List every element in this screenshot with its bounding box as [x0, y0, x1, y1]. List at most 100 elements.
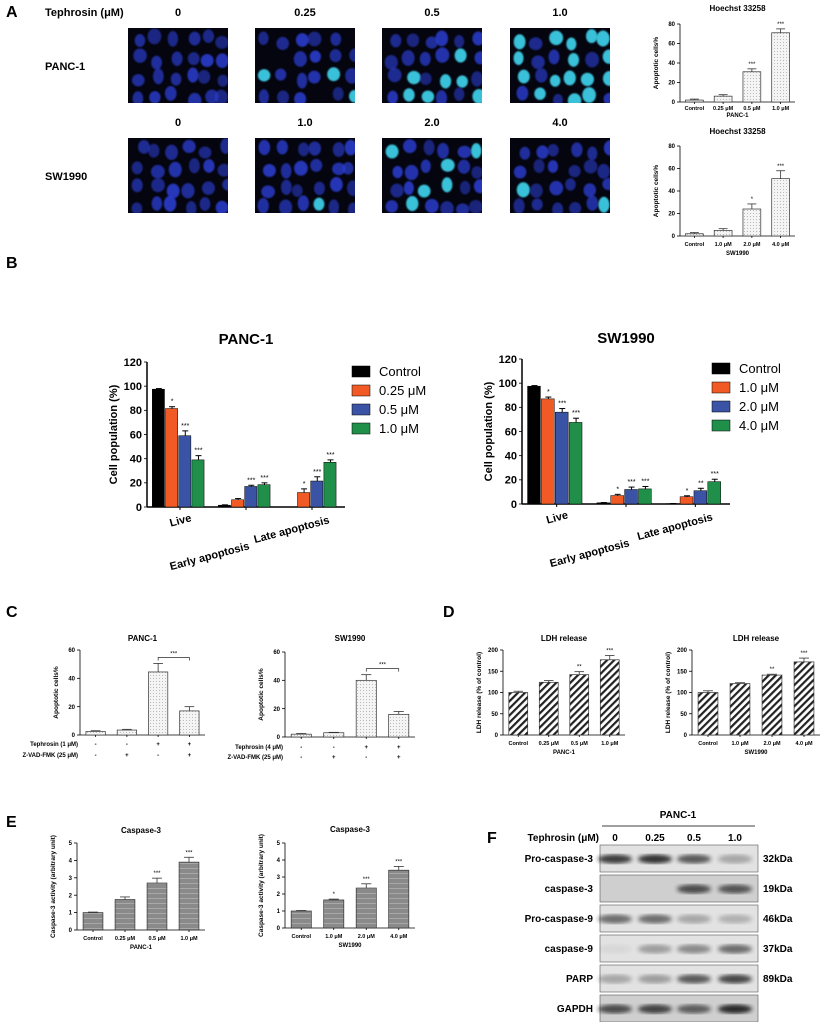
- category-label: 0.25 μM: [713, 106, 734, 112]
- protein-band: [598, 944, 632, 954]
- chart-title: Hoechst 33258: [709, 4, 766, 13]
- bar: [538, 681, 559, 736]
- nucleus: [197, 69, 211, 84]
- chart-b-3: SW1990 0 20 40 60 80 100 120 Cell population (%)…: [483, 330, 781, 570]
- nucleus: [149, 91, 161, 103]
- x-axis-label: SW1990: [726, 251, 750, 257]
- nucleus: [529, 183, 543, 198]
- nucleus: [313, 181, 325, 196]
- bar: [527, 385, 541, 505]
- bar: [191, 459, 205, 508]
- chart-a-1: Hoechst 33258 0 20 40 60 80 Apoptotic cells% Co…: [653, 127, 795, 257]
- y-tick-label: 4: [69, 859, 73, 865]
- protein-band: [638, 914, 672, 924]
- dose-label: 0: [175, 7, 181, 19]
- x-axis-label: PANC-1: [727, 113, 750, 119]
- y-tick-label: 100: [124, 381, 142, 393]
- bar: [697, 692, 719, 736]
- y-tick-label: 40: [273, 678, 280, 684]
- y-tick-label: 1: [277, 909, 281, 915]
- bar: [323, 462, 337, 508]
- chart-a-0: Hoechst 33258 0 20 40 60 80 Apoptotic cells% Co…: [653, 4, 795, 119]
- y-tick-label: 0: [136, 502, 142, 514]
- bar: [310, 480, 324, 508]
- nucleus: [132, 91, 144, 103]
- y-tick-label: 20: [68, 705, 75, 711]
- treatment-sign: +: [156, 742, 160, 748]
- nucleus: [276, 90, 290, 103]
- bar: [624, 489, 638, 505]
- protein-band: [718, 914, 752, 924]
- blot-title: PANC-1: [660, 810, 697, 821]
- y-tick-label: 40: [505, 451, 517, 463]
- category-label: 1.0 μM: [715, 242, 733, 248]
- nucleus: [582, 87, 596, 103]
- treatment-sign: +: [332, 755, 336, 761]
- bar: [388, 869, 410, 929]
- significance-label: ***: [641, 478, 649, 485]
- treatment-sign: -: [365, 755, 367, 761]
- y-tick-label: 0: [69, 928, 73, 934]
- category-label: 0.5 μM: [148, 936, 166, 942]
- treatment-sign: +: [397, 745, 401, 751]
- dose-label: 4.0: [552, 117, 567, 129]
- y-tick-label: 80: [668, 144, 675, 150]
- significance-label: ***: [185, 850, 193, 856]
- significance-label: **: [577, 665, 582, 671]
- nucleus: [309, 50, 321, 63]
- y-tick-label: 80: [668, 22, 675, 28]
- chart-c-4: PANC-1 0 20 40 60 Apoptotic cells% - - - + + - + + Tep…: [22, 634, 205, 759]
- protein-label: GAPDH: [557, 1004, 593, 1015]
- y-tick-label: 0: [672, 234, 676, 240]
- nucleus: [330, 32, 342, 46]
- nucleus: [586, 195, 599, 211]
- y-tick-label: 80: [130, 405, 142, 417]
- y-tick-label: 5: [69, 841, 73, 847]
- x-axis-label: SW1990: [338, 943, 362, 949]
- protein-band: [638, 1004, 672, 1014]
- micrograph: [382, 28, 482, 103]
- significance-label: ***: [558, 401, 566, 408]
- nucleus: [472, 88, 482, 103]
- treatment-sign: -: [95, 742, 97, 748]
- nucleus: [215, 200, 228, 213]
- nucleus: [459, 180, 471, 195]
- blot-row: PARP 89kDa: [566, 964, 793, 993]
- x-axis-label: PANC-1: [553, 750, 576, 756]
- y-tick-label: 0: [511, 499, 517, 511]
- bar: [541, 398, 555, 505]
- protein-label: Pro-caspase-3: [525, 854, 594, 865]
- chart-e-9: Caspase-3 0 1 2 3 4 5 Caspase-3 activity (arbit…: [258, 825, 415, 949]
- nucleus: [583, 183, 596, 198]
- bar: [599, 659, 620, 736]
- molecular-weight-label: 46kDa: [763, 914, 793, 925]
- y-tick-label: 50: [491, 712, 498, 718]
- micrograph: [382, 138, 482, 213]
- bar: [178, 861, 200, 931]
- y-tick-label: 80: [505, 402, 517, 414]
- category-label: Control: [83, 936, 103, 942]
- nucleus: [342, 162, 354, 175]
- nucleus: [220, 138, 228, 154]
- significance-label: *: [547, 389, 550, 396]
- significance-label: ***: [260, 475, 268, 482]
- y-axis-label: Cell population (%): [108, 384, 120, 484]
- nucleus: [565, 178, 576, 191]
- bar: [707, 481, 721, 505]
- nucleus: [133, 48, 147, 63]
- legend-swatch: [351, 403, 371, 416]
- nucleus: [513, 51, 524, 66]
- nucleus: [390, 34, 402, 48]
- chart-title: LDH release: [541, 634, 588, 643]
- category-label: 2.0 μM: [358, 934, 376, 940]
- nucleus: [276, 36, 289, 50]
- y-tick-label: 200: [488, 648, 499, 654]
- x-axis-label: PANC-1: [130, 945, 153, 951]
- treatment-row-label: Tephrosin (1 μM): [30, 742, 78, 748]
- panel-label-d: D: [443, 604, 455, 621]
- nucleus: [151, 178, 165, 193]
- nucleus: [200, 53, 214, 68]
- nucleus: [150, 164, 165, 179]
- nucleus: [137, 140, 150, 154]
- nucleus: [214, 89, 228, 103]
